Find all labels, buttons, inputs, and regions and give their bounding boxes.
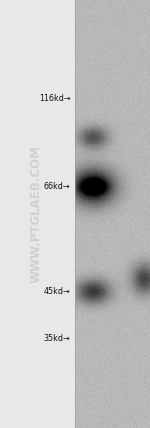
Text: 35kd→: 35kd→ bbox=[44, 333, 70, 343]
Text: WWW.PTGLAEB.COM: WWW.PTGLAEB.COM bbox=[30, 145, 42, 283]
Text: 66kd→: 66kd→ bbox=[44, 181, 70, 191]
Text: 116kd→: 116kd→ bbox=[39, 94, 70, 103]
Text: 45kd→: 45kd→ bbox=[44, 286, 70, 296]
